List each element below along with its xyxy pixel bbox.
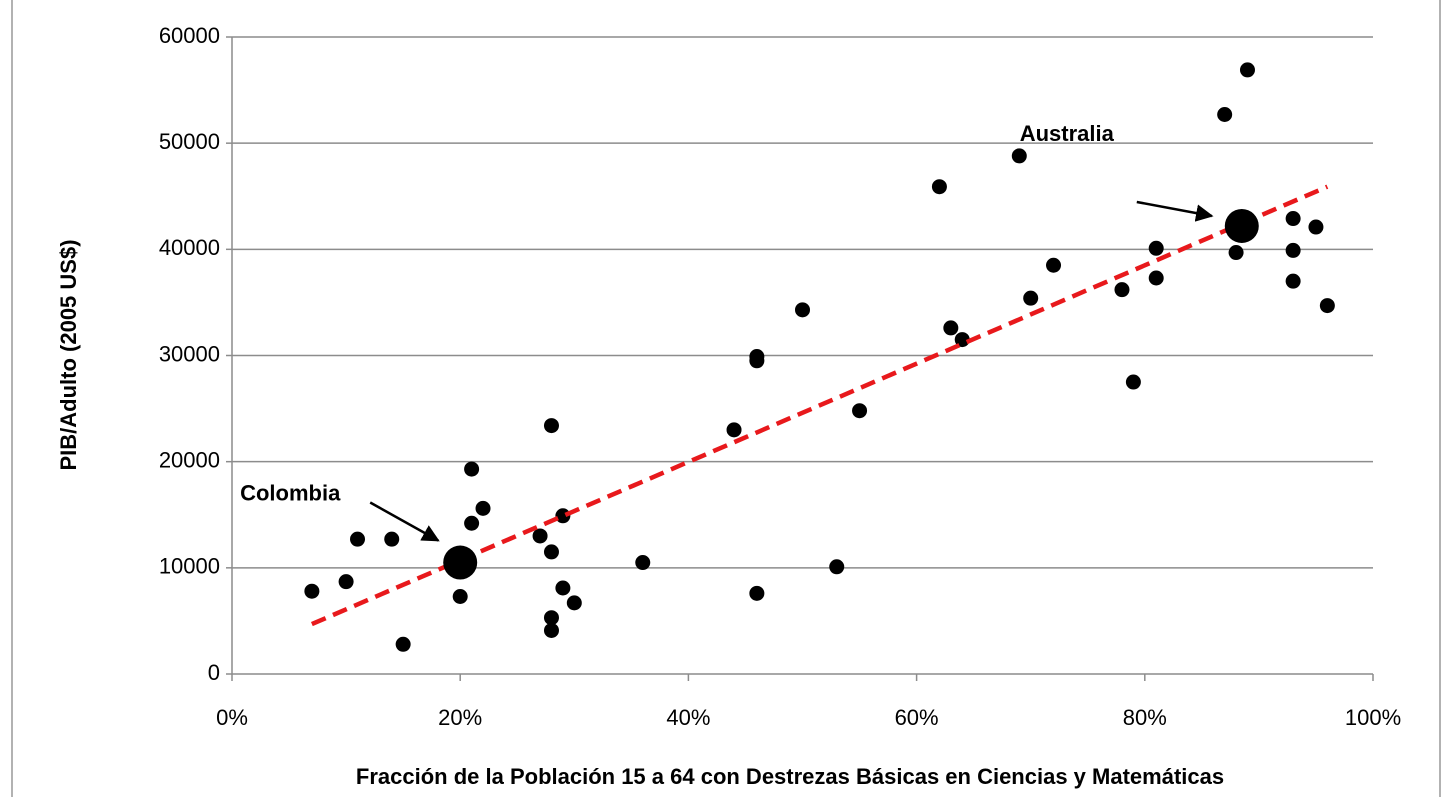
x-tick-label: 60%	[895, 705, 939, 730]
highlight-point	[1224, 208, 1259, 243]
scatter-point	[852, 403, 868, 419]
scatter-point	[1217, 107, 1233, 123]
scatter-point	[1125, 374, 1141, 390]
scatter-point	[532, 528, 548, 544]
scatter-point	[464, 515, 480, 531]
highlight-point	[443, 545, 478, 580]
y-tick-label: 40000	[159, 235, 220, 260]
x-tick-label: 20%	[438, 705, 482, 730]
scatter-point	[1046, 257, 1062, 273]
scatter-point	[566, 595, 582, 611]
scatter-point	[1228, 245, 1244, 261]
scatter-point	[543, 610, 559, 626]
y-tick-label: 20000	[159, 447, 220, 472]
y-tick-label: 30000	[159, 341, 220, 366]
annotation-label: Australia	[1020, 121, 1115, 146]
scatter-point	[464, 461, 480, 477]
x-tick-label: 100%	[1345, 705, 1401, 730]
scatter-point	[1114, 282, 1130, 298]
scatter-point	[1319, 298, 1335, 314]
scatter-point	[1285, 242, 1301, 258]
scatter-point	[452, 588, 468, 604]
scatter-point	[726, 422, 742, 438]
scatter-point	[543, 544, 559, 560]
x-tick-label: 0%	[216, 705, 248, 730]
annotation-arrow	[1136, 200, 1214, 222]
scatter-point	[384, 531, 400, 547]
scatter-point	[395, 636, 411, 652]
scatter-point	[931, 179, 947, 195]
scatter-point	[350, 531, 366, 547]
annotation-arrow	[369, 501, 440, 542]
trend-line	[310, 184, 1329, 627]
annotation-label: Colombia	[240, 480, 341, 505]
scatter-point	[1285, 273, 1301, 289]
scatter-point	[338, 574, 354, 590]
y-tick-label: 0	[208, 660, 220, 685]
scatter-point	[1308, 219, 1324, 235]
scatter-point	[795, 302, 810, 318]
scatter-point	[1023, 290, 1039, 306]
scatter-point	[943, 320, 959, 336]
scatter-point	[304, 583, 320, 599]
scatter-point	[829, 559, 845, 575]
scatter-point	[1239, 62, 1255, 78]
scatter-point	[1148, 270, 1164, 286]
scatter-point	[1285, 211, 1301, 227]
scatter-point	[555, 580, 571, 596]
scatter-point	[749, 585, 765, 601]
y-axis-title: PIB/Adulto (2005 US$)	[56, 239, 81, 470]
scatter-point	[543, 622, 559, 638]
scatter-point	[1148, 240, 1164, 256]
x-tick-label: 40%	[666, 705, 710, 730]
scatter-point	[635, 555, 651, 571]
x-axis-title: Fracción de la Población 15 a 64 con Des…	[356, 764, 1224, 789]
scatter-point	[1011, 148, 1027, 164]
y-tick-label: 60000	[159, 23, 220, 48]
x-tick-label: 80%	[1123, 705, 1167, 730]
scatter-point	[749, 353, 765, 369]
scatter-point	[543, 418, 559, 434]
y-tick-label: 10000	[159, 554, 220, 579]
scatter-point	[475, 500, 491, 516]
y-tick-label: 50000	[159, 129, 220, 154]
